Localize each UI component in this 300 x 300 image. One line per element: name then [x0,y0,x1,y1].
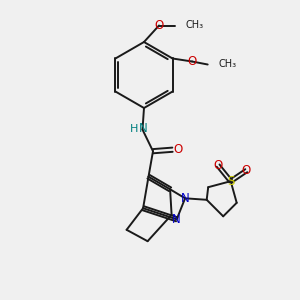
Text: CH₃: CH₃ [218,59,236,70]
Text: N: N [181,192,190,205]
Text: H: H [130,124,138,134]
Text: N: N [172,213,181,226]
Text: CH₃: CH₃ [185,20,203,31]
Text: O: O [242,164,251,177]
Text: N: N [139,122,148,136]
Text: O: O [154,19,164,32]
Text: O: O [173,143,182,156]
Text: O: O [188,55,197,68]
Text: S: S [227,175,234,188]
Text: O: O [214,159,223,172]
